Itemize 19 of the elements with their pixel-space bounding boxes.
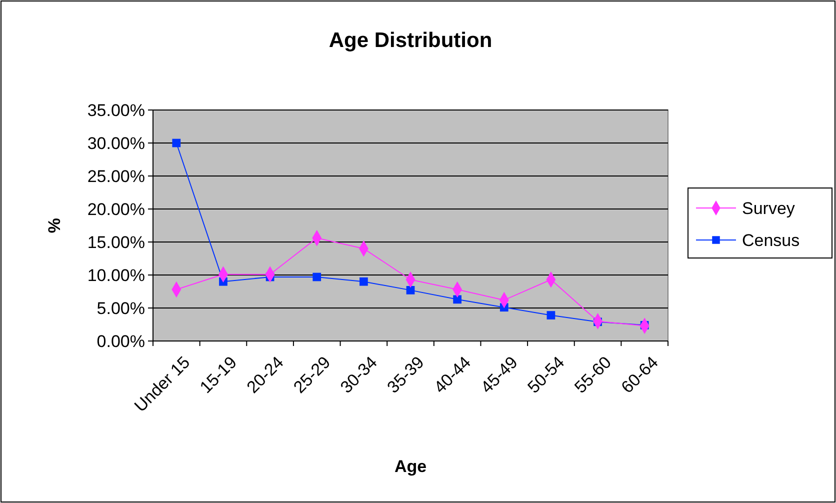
x-axis-title: Age [394, 457, 427, 476]
y-tick-label: 10.00% [87, 266, 145, 285]
y-tick-label: 5.00% [96, 298, 145, 318]
y-tick-label: 25.00% [87, 166, 145, 186]
point [406, 286, 415, 294]
point [546, 311, 556, 320]
y-tick-label: 15.00% [87, 232, 145, 252]
y-tick-label: 20.00% [87, 200, 145, 219]
point [453, 295, 462, 304]
y-tick-label: 30.00% [87, 134, 145, 153]
chart-title: Age Distribution [328, 29, 492, 52]
legend-label: Survey [742, 198, 796, 218]
y-tick-label: 35.00% [87, 100, 145, 120]
legend-label: Census [742, 230, 800, 250]
y-tick-label: 0.00% [96, 332, 145, 351]
point [360, 277, 368, 286]
y-axis-title: % [45, 218, 64, 234]
point [312, 272, 322, 282]
point [172, 138, 181, 148]
